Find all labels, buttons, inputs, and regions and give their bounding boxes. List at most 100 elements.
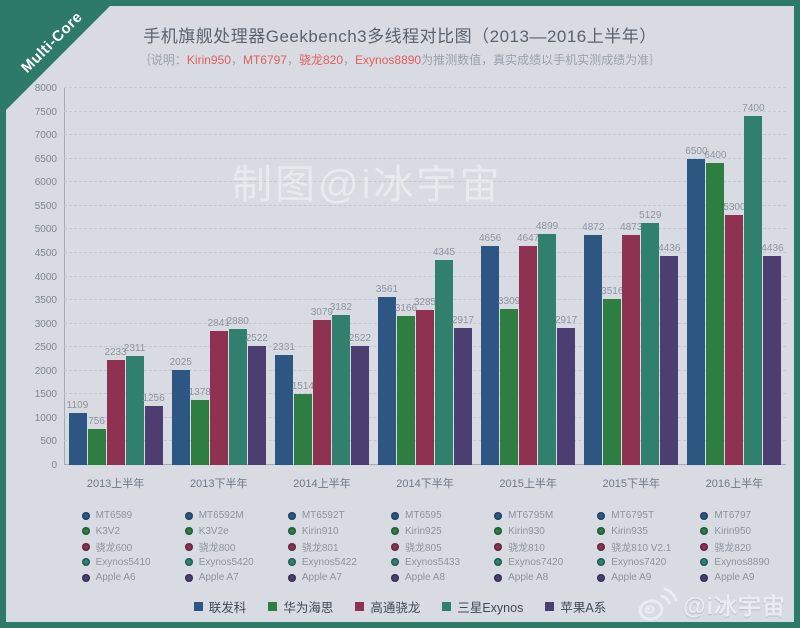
y-tick-label: 0 — [51, 460, 57, 471]
y-tick-label: 3500 — [34, 295, 57, 307]
bar-value-label: 2917 — [555, 314, 578, 326]
x-tick-label-2015上半年: 2015上半年 — [499, 478, 557, 490]
bar-chart-plot: 0 500 1000 1500 2000 2500 3000 3500 4000 4500 5000… — [35, 83, 786, 471]
bar-value-label: 4647 — [517, 233, 540, 245]
chip-label: Exynos7420 — [611, 556, 667, 568]
gridline-5500 — [64, 204, 786, 206]
chip-label: Apple A7 — [301, 572, 342, 584]
bar-value-label: 3182 — [329, 302, 352, 314]
chip-legend-item: Kirin910 — [287, 524, 339, 540]
chip-legend-item: Kirin935 — [597, 524, 648, 540]
bar-联发科-2014下半年: 3561 — [376, 284, 398, 465]
gridline-3500 — [64, 299, 786, 301]
bar-value-label: 4436 — [761, 242, 784, 254]
bar-value-label: 2331 — [272, 342, 295, 354]
bar-苹果A系-2014上半年: 2522 — [349, 333, 371, 465]
chip-dot-icon — [700, 527, 709, 536]
bar-三星Exynos-2015上半年: 4899 — [536, 221, 558, 465]
chip-label: Apple A9 — [611, 572, 652, 584]
chip-label: MT6592T — [301, 510, 345, 522]
bar-value-label: 3079 — [310, 306, 333, 318]
chip-legend-item: MT6797 — [700, 508, 751, 524]
chip-legend-item: Apple A8 — [391, 570, 445, 586]
chip-dot-icon — [597, 558, 606, 567]
bar-value-label: 3561 — [375, 284, 399, 296]
chip-dot-icon — [287, 558, 296, 567]
ribbon-label: Multi-Core — [17, 8, 86, 77]
chip-legend-column-2013上半年: MT6589 K3V2 骁龙600 Exynos5410 Apple A6 — [81, 508, 151, 586]
bar-value-label: 3309 — [498, 296, 521, 308]
chip-legend-item: 骁龙820 — [700, 539, 751, 555]
bar-value-label: 1256 — [142, 392, 165, 404]
chip-label: Kirin930 — [508, 525, 545, 537]
gridline-4000 — [64, 275, 786, 277]
legend-item-三星Exynos: 三星Exynos — [442, 597, 523, 616]
chip-label: Kirin910 — [301, 525, 339, 537]
chip-legend-item: 骁龙805 — [391, 539, 442, 555]
chip-dot-icon — [391, 558, 399, 567]
bar-group-2013下半年: 2025 1378 2841 2880 2522 — [167, 88, 270, 465]
bar-value-label: 1514 — [291, 380, 314, 392]
subtitle-text: 为推测数值，真实成绩以手机实测成绩为准｝ — [421, 53, 662, 67]
chip-dot-icon — [597, 573, 606, 582]
y-tick-label: 2000 — [34, 365, 57, 377]
y-tick-label: 1000 — [34, 412, 57, 424]
bar-value-label: 3516 — [601, 286, 624, 298]
chip-dot-icon — [287, 573, 296, 582]
legend-swatch-icon — [355, 602, 365, 611]
legend-item-苹果A系: 苹果A系 — [545, 597, 606, 616]
legend-item-高通骁龙: 高通骁龙 — [355, 597, 420, 616]
y-tick-label: 4500 — [34, 247, 57, 259]
bar-value-label: 2311 — [123, 343, 146, 355]
chip-legend-item: Apple A7 — [184, 570, 239, 586]
chip-label: K3V2 — [95, 525, 121, 537]
chip-legend-item: Apple A7 — [287, 570, 342, 586]
subtitle-text: ， — [343, 53, 356, 67]
chip-dot-icon — [494, 542, 503, 551]
chip-label: Exynos5433 — [405, 556, 461, 568]
bar-三星Exynos-2013下半年: 2880 — [227, 316, 249, 465]
chip-dot-icon — [700, 511, 709, 520]
chip-label: 骁龙820 — [714, 543, 752, 555]
chip-legend-item: Apple A9 — [597, 570, 651, 586]
bar-苹果A系-2014下半年: 2917 — [452, 315, 474, 465]
chip-legend-column-2014上半年: MT6592T Kirin910 骁龙801 Exynos5422 Apple A7 — [287, 508, 357, 586]
legend-name: 三星Exynos — [457, 601, 524, 615]
chip-dot-icon — [81, 527, 90, 536]
chip-label: Exynos8890 — [714, 556, 770, 568]
bar-value-label: 4899 — [536, 221, 559, 233]
chip-label: MT6595 — [405, 510, 442, 522]
gridline-4500 — [64, 251, 786, 253]
bar-苹果A系-2015上半年: 2917 — [555, 315, 577, 465]
y-tick-label: 5500 — [34, 200, 57, 212]
subtitle-text: ， — [230, 53, 243, 67]
x-tick-label-2014下半年: 2014下半年 — [396, 478, 454, 490]
chip-dot-icon — [81, 573, 90, 582]
legend-item-华为海思: 华为海思 — [268, 597, 333, 616]
legend-name: 苹果A系 — [560, 601, 607, 615]
chip-label: Exynos5420 — [198, 556, 254, 568]
bar-value-label: 756 — [88, 416, 105, 428]
chip-label: K3V2e — [198, 525, 229, 537]
bar-华为海思-2013下半年: 1378 — [189, 387, 211, 465]
bar-联发科-2014上半年: 2331 — [273, 342, 295, 465]
bar-三星Exynos-2014下半年: 4345 — [433, 247, 455, 465]
subtitle-highlight: Exynos8890 — [355, 53, 422, 67]
legend-name: 联发科 — [208, 601, 247, 615]
y-tick-label: 1500 — [34, 389, 57, 401]
bar-联发科-2013下半年: 2025 — [170, 357, 192, 465]
chip-legend-item: MT6595 — [391, 508, 442, 524]
bar-group-2013上半年: 1109 756 2233 2311 1256 — [64, 88, 167, 465]
page-title: 手机旗舰处理器Geekbench3多线程对比图（2013—2016上半年） — [143, 27, 657, 46]
chip-legend-item: K3V2e — [184, 524, 229, 540]
chip-legend-item: MT6589 — [81, 508, 132, 524]
chip-dot-icon — [700, 542, 709, 551]
bar-value-label: 1109 — [66, 399, 89, 411]
bar-联发科-2013上半年: 1109 — [67, 400, 88, 465]
x-axis-labels: 2013上半年 2013下半年 2014上半年 2014下半年 2015上半年 2015下… — [64, 475, 786, 491]
chip-legend-item: 骁龙600 — [81, 539, 132, 555]
bar-value-label: 4872 — [582, 222, 605, 234]
bar-group-2016上半年: 6500 6400 5300 7400 4436 — [683, 88, 786, 465]
bar-value-label: 2025 — [169, 356, 192, 368]
bar-value-label: 2880 — [226, 316, 249, 328]
